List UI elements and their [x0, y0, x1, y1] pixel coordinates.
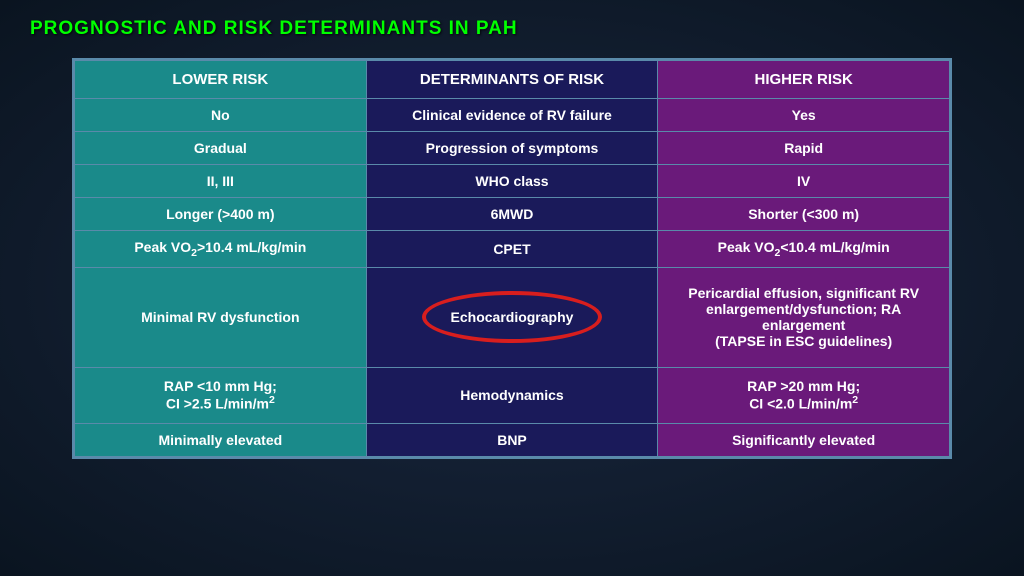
- cell-higher-risk: Pericardial effusion, significant RV enl…: [658, 267, 950, 367]
- cell-lower-risk: Peak VO2>10.4 mL/kg/min: [75, 231, 367, 268]
- table-row: RAP <10 mm Hg;CI >2.5 L/min/m2Hemodynami…: [75, 367, 950, 423]
- cell-determinant: BNP: [366, 423, 658, 456]
- cell-determinant: Echocardiography: [366, 267, 658, 367]
- table-row: Longer (>400 m)6MWDShorter (<300 m): [75, 198, 950, 231]
- cell-lower-risk: Minimally elevated: [75, 423, 367, 456]
- table-row: Minimal RV dysfunctionEchocardiographyPe…: [75, 267, 950, 367]
- cell-determinant: Clinical evidence of RV failure: [366, 99, 658, 132]
- cell-lower-risk: II, III: [75, 165, 367, 198]
- cell-determinant: WHO class: [366, 165, 658, 198]
- risk-table: LOWER RISK DETERMINANTS OF RISK HIGHER R…: [74, 60, 950, 457]
- cell-determinant: 6MWD: [366, 198, 658, 231]
- cell-determinant: Hemodynamics: [366, 367, 658, 423]
- cell-lower-risk: Gradual: [75, 132, 367, 165]
- header-lower-risk: LOWER RISK: [75, 61, 367, 99]
- table-row: GradualProgression of symptomsRapid: [75, 132, 950, 165]
- slide-title: PROGNOSTIC AND RISK DETERMINANTS IN PAH: [0, 0, 1024, 40]
- cell-determinant: Progression of symptoms: [366, 132, 658, 165]
- highlight-ring: [422, 291, 602, 343]
- header-higher-risk: HIGHER RISK: [658, 61, 950, 99]
- table-row: Minimally elevatedBNPSignificantly eleva…: [75, 423, 950, 456]
- header-determinants: DETERMINANTS OF RISK: [366, 61, 658, 99]
- cell-higher-risk: IV: [658, 165, 950, 198]
- table-row: Peak VO2>10.4 mL/kg/minCPETPeak VO2<10.4…: [75, 231, 950, 268]
- cell-lower-risk: Minimal RV dysfunction: [75, 267, 367, 367]
- table-row: II, IIIWHO classIV: [75, 165, 950, 198]
- risk-table-container: LOWER RISK DETERMINANTS OF RISK HIGHER R…: [72, 58, 952, 459]
- cell-lower-risk: No: [75, 99, 367, 132]
- table-row: NoClinical evidence of RV failureYes: [75, 99, 950, 132]
- cell-higher-risk: RAP >20 mm Hg;CI <2.0 L/min/m2: [658, 367, 950, 423]
- cell-higher-risk: Yes: [658, 99, 950, 132]
- cell-lower-risk: RAP <10 mm Hg;CI >2.5 L/min/m2: [75, 367, 367, 423]
- cell-determinant: CPET: [366, 231, 658, 268]
- cell-higher-risk: Rapid: [658, 132, 950, 165]
- table-header-row: LOWER RISK DETERMINANTS OF RISK HIGHER R…: [75, 61, 950, 99]
- cell-higher-risk: Significantly elevated: [658, 423, 950, 456]
- cell-higher-risk: Shorter (<300 m): [658, 198, 950, 231]
- cell-higher-risk: Peak VO2<10.4 mL/kg/min: [658, 231, 950, 268]
- cell-lower-risk: Longer (>400 m): [75, 198, 367, 231]
